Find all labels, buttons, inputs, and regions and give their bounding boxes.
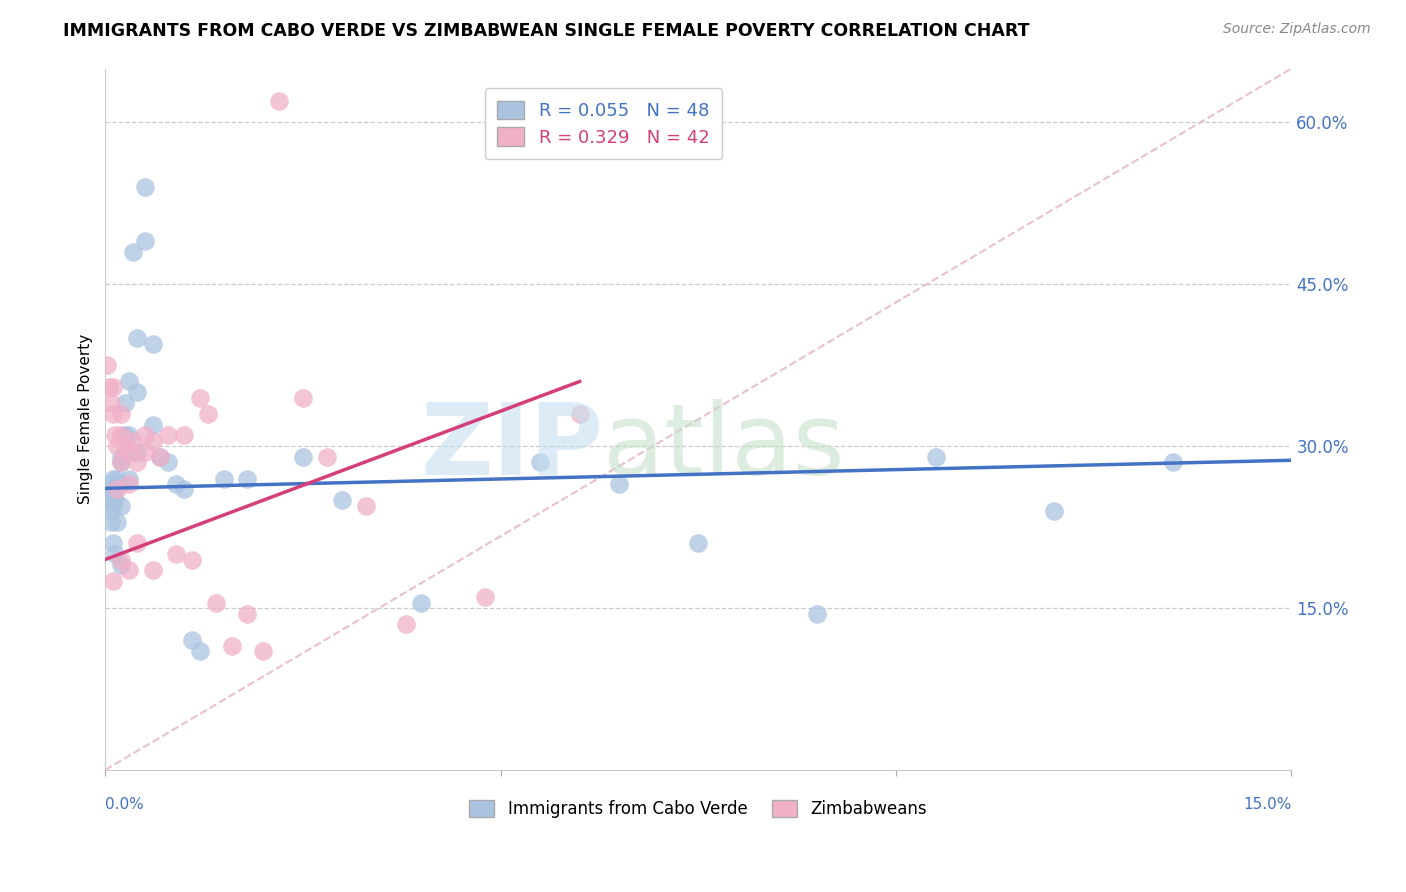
Point	[96, 359, 118, 373]
Point	[100, 515, 122, 529]
Point	[212, 472, 235, 486]
Point	[165, 477, 187, 491]
Legend: Immigrants from Cabo Verde, Zimbabweans: Immigrants from Cabo Verde, Zimbabweans	[463, 793, 934, 825]
Point	[568, 407, 591, 421]
Point	[98, 477, 121, 491]
Point	[110, 428, 132, 442]
Point	[134, 444, 156, 458]
Point	[110, 558, 132, 572]
Text: 15.0%: 15.0%	[1243, 797, 1292, 812]
Point	[181, 552, 204, 566]
Point	[134, 234, 156, 248]
Point	[118, 472, 141, 486]
Point	[118, 444, 141, 458]
Point	[607, 477, 630, 491]
Point	[188, 391, 211, 405]
Point	[173, 428, 195, 442]
Point	[105, 483, 128, 497]
Point	[134, 428, 156, 442]
Point	[110, 499, 132, 513]
Point	[688, 536, 710, 550]
Point	[98, 380, 121, 394]
Point	[114, 428, 136, 442]
Point	[110, 477, 132, 491]
Point	[165, 547, 187, 561]
Point	[103, 547, 125, 561]
Point	[121, 244, 143, 259]
Point	[1043, 504, 1066, 518]
Point	[118, 563, 141, 577]
Point	[98, 493, 121, 508]
Point	[125, 444, 148, 458]
Point	[101, 380, 124, 394]
Point	[806, 607, 828, 621]
Point	[157, 428, 180, 442]
Point	[141, 563, 163, 577]
Point	[141, 336, 163, 351]
Point	[125, 331, 148, 345]
Point	[173, 483, 195, 497]
Point	[204, 596, 226, 610]
Point	[118, 428, 141, 442]
Point	[118, 477, 141, 491]
Point	[141, 417, 163, 432]
Point	[101, 407, 124, 421]
Point	[924, 450, 946, 464]
Point	[103, 428, 125, 442]
Point	[252, 644, 274, 658]
Point	[125, 385, 148, 400]
Point	[118, 375, 141, 389]
Point	[411, 596, 433, 610]
Point	[101, 574, 124, 589]
Point	[101, 488, 124, 502]
Point	[197, 407, 219, 421]
Point	[105, 439, 128, 453]
Point	[267, 94, 290, 108]
Point	[157, 455, 180, 469]
Point	[110, 450, 132, 464]
Point	[110, 455, 132, 469]
Point	[181, 633, 204, 648]
Point	[1161, 455, 1184, 469]
Point	[125, 455, 148, 469]
Point	[114, 396, 136, 410]
Point	[125, 536, 148, 550]
Point	[315, 450, 337, 464]
Y-axis label: Single Female Poverty: Single Female Poverty	[79, 334, 93, 504]
Point	[134, 180, 156, 194]
Point	[149, 450, 172, 464]
Point	[236, 472, 259, 486]
Text: atlas: atlas	[603, 399, 845, 496]
Point	[103, 493, 125, 508]
Point	[529, 455, 551, 469]
Text: IMMIGRANTS FROM CABO VERDE VS ZIMBABWEAN SINGLE FEMALE POVERTY CORRELATION CHART: IMMIGRANTS FROM CABO VERDE VS ZIMBABWEAN…	[63, 22, 1029, 40]
Point	[149, 450, 172, 464]
Point	[100, 396, 122, 410]
Text: ZIP: ZIP	[420, 399, 603, 496]
Text: Source: ZipAtlas.com: Source: ZipAtlas.com	[1223, 22, 1371, 37]
Point	[291, 391, 314, 405]
Point	[101, 499, 124, 513]
Point	[236, 607, 259, 621]
Point	[100, 504, 122, 518]
Text: 0.0%: 0.0%	[105, 797, 143, 812]
Point	[291, 450, 314, 464]
Point	[110, 552, 132, 566]
Point	[474, 591, 496, 605]
Point	[121, 434, 143, 448]
Point	[188, 644, 211, 658]
Point	[114, 439, 136, 453]
Point	[105, 515, 128, 529]
Point	[110, 407, 132, 421]
Point	[354, 499, 377, 513]
Point	[101, 472, 124, 486]
Point	[141, 434, 163, 448]
Point	[330, 493, 353, 508]
Point	[101, 536, 124, 550]
Point	[105, 472, 128, 486]
Point	[221, 639, 243, 653]
Point	[394, 617, 416, 632]
Point	[110, 455, 132, 469]
